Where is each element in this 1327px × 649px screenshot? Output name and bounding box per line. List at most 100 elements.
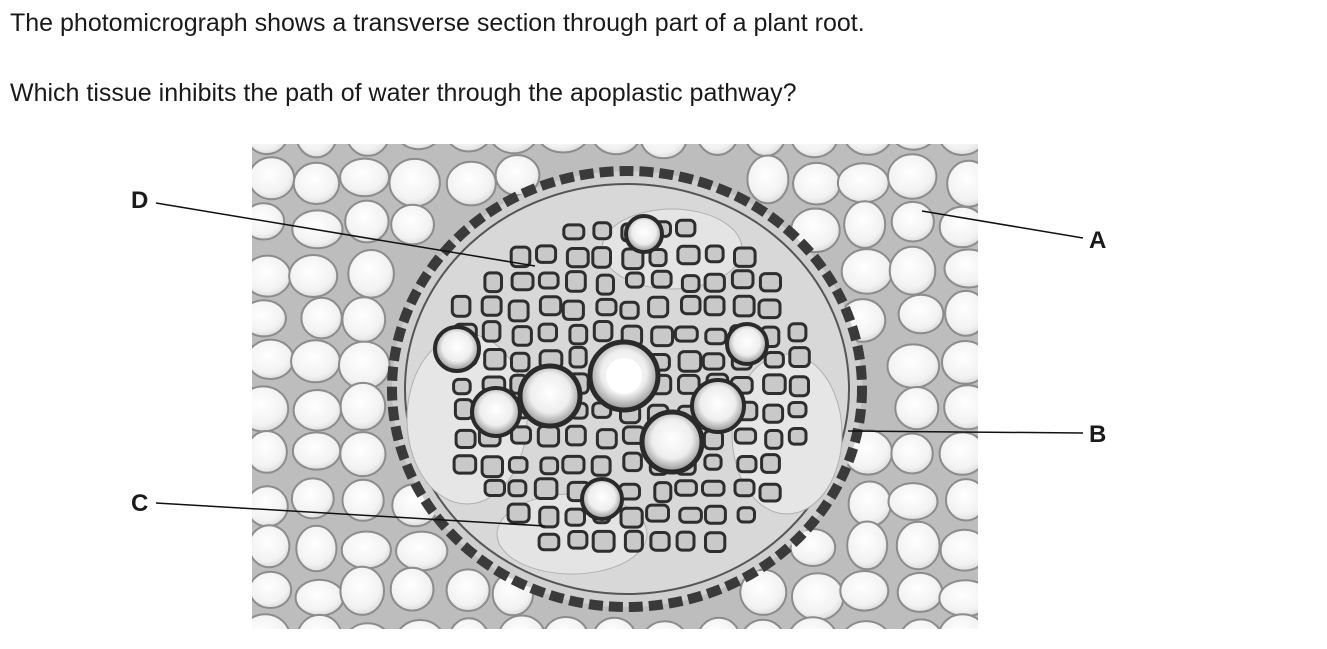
cortex-cell: [401, 144, 436, 151]
cortex-cell: [252, 299, 287, 338]
stele-cell: [760, 453, 781, 474]
stele-cell: [788, 375, 810, 398]
stele-cell: [677, 373, 701, 395]
cortex-cell: [291, 209, 344, 250]
cortex-cell: [341, 478, 385, 522]
cortex-cell: [252, 613, 290, 629]
cortex-cell: [890, 432, 934, 475]
cortex-cell: [290, 477, 335, 520]
stele-cell: [591, 529, 616, 553]
cortex-cell: [499, 614, 545, 629]
stele-cell: [450, 294, 472, 318]
stele-cell: [539, 456, 560, 476]
cortex-cell: [389, 566, 435, 612]
cortex-cell: [843, 200, 887, 249]
stele-cell: [480, 455, 505, 479]
cortex-cell: [398, 619, 442, 629]
cortex-cell: [294, 578, 345, 617]
stele-cell: [704, 531, 727, 554]
stele-cell: [537, 322, 559, 343]
cortex-cell: [944, 289, 978, 337]
cortex-cell: [291, 431, 342, 471]
cortex-cell: [252, 524, 291, 569]
stele-cell: [653, 481, 673, 504]
cortex-cell: [941, 340, 978, 385]
cortex-cell: [339, 565, 385, 616]
cortex-cell: [339, 157, 391, 198]
cortex-cell: [887, 153, 938, 200]
cortex-cell: [344, 199, 390, 244]
stele-cell: [701, 479, 726, 497]
cortex-cell: [295, 524, 338, 573]
cortex-cell: [347, 249, 395, 299]
cortex-cell: [938, 579, 978, 618]
cortex-cell: [544, 616, 588, 629]
stele-cell: [733, 478, 756, 498]
cortex-cell: [845, 144, 891, 156]
cortex-cell: [945, 478, 978, 522]
cortex-cell: [897, 293, 945, 335]
cortex-cell: [288, 254, 339, 298]
stele-cell: [507, 299, 530, 323]
stele-cell: [678, 506, 703, 524]
stele-cell: [509, 245, 532, 269]
cortex-cell: [341, 296, 387, 344]
stele-cell: [675, 218, 697, 238]
stele-cell: [677, 350, 703, 373]
stele-cell: [733, 427, 758, 445]
stele-cell: [619, 300, 640, 320]
cortex-cell: [252, 156, 296, 201]
cortex-cell: [492, 144, 536, 155]
stele-cell: [565, 424, 587, 447]
stele-cell: [452, 454, 478, 475]
cortex-cell: [840, 248, 894, 295]
stele-cell: [595, 273, 615, 296]
label-b: B: [1089, 421, 1107, 448]
cortex-cell: [445, 568, 491, 613]
cortex-cell: [339, 431, 387, 478]
stele-cell: [648, 248, 668, 268]
stele-cell: [561, 454, 586, 475]
stele-cell: [650, 325, 675, 348]
cortex-cell: [339, 381, 387, 431]
stele-cell: [649, 531, 671, 552]
cortex-cell: [300, 296, 343, 340]
stele-cell: [762, 373, 787, 395]
cortex-cell: [887, 482, 939, 521]
stele-cell: [788, 346, 811, 369]
stele-cell: [764, 429, 784, 450]
cortex-cell: [901, 618, 941, 629]
stele-cell: [703, 295, 726, 317]
stele-cell: [623, 529, 644, 553]
stele-cell: [592, 221, 613, 241]
cortex-cell: [836, 162, 890, 204]
cortex-cell: [743, 618, 783, 629]
cortex-cell: [445, 160, 497, 207]
label-d: D: [131, 187, 149, 214]
stele-cell: [454, 428, 477, 449]
stele-cell: [680, 294, 702, 316]
stele-cell: [674, 479, 698, 497]
stele-cell: [481, 320, 502, 343]
cortex-cell: [338, 340, 391, 391]
cortex-cell: [450, 617, 488, 629]
cortex-cell: [640, 144, 687, 160]
stele-cell: [619, 506, 644, 529]
stele-cell: [622, 451, 643, 473]
stele-cell: [533, 477, 559, 500]
cortex-cell: [252, 570, 293, 609]
cortex-cell: [699, 616, 739, 629]
cortex-cell: [296, 144, 337, 159]
cortex-cell: [290, 339, 341, 384]
stele-cell: [736, 506, 757, 524]
label-a: A: [1089, 227, 1107, 254]
stele-cell: [561, 299, 585, 321]
cortex-cell: [349, 622, 386, 629]
stele-cell: [567, 530, 589, 550]
cortex-cell: [292, 388, 343, 432]
cortex-cell: [395, 530, 449, 572]
stele-cell: [564, 507, 586, 527]
stele-cell: [703, 272, 726, 293]
cortex-cell: [896, 571, 944, 613]
stele-cell: [535, 244, 558, 264]
